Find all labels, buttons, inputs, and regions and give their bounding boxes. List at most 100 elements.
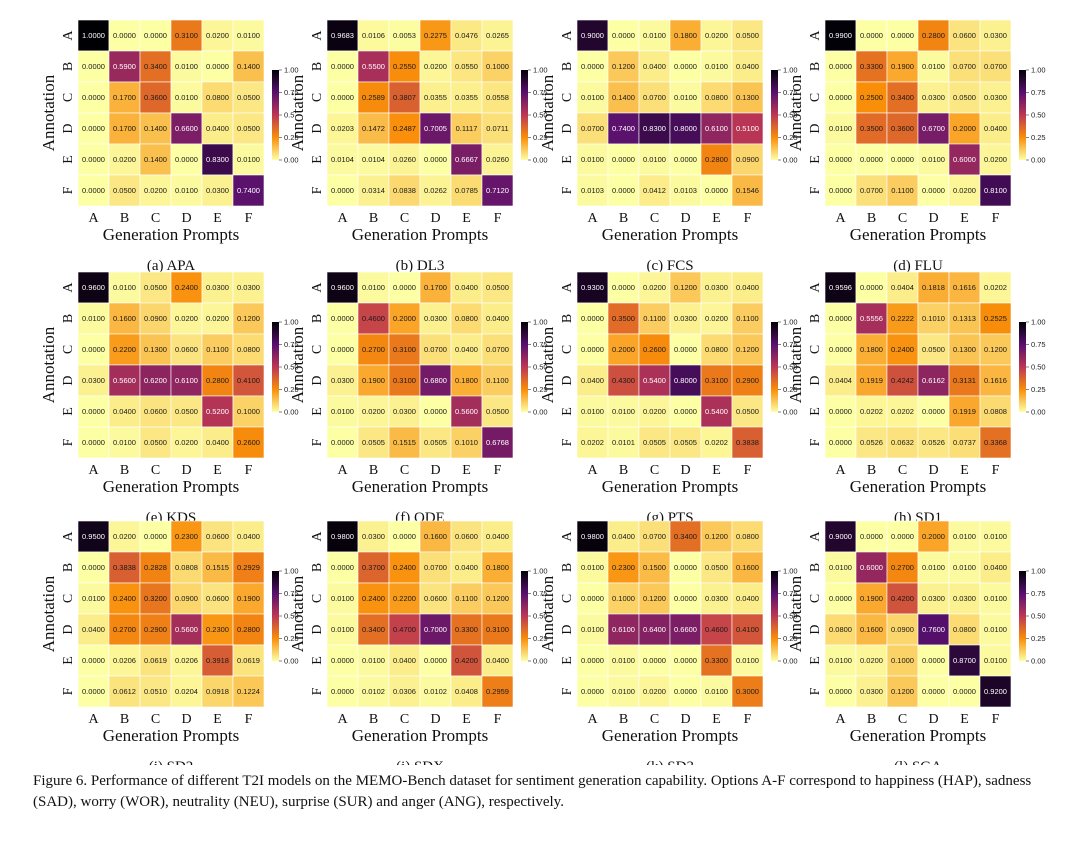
x-axis-title: Generation Prompts (850, 477, 986, 496)
cell-value-label: 0.3300 (860, 62, 883, 71)
heatmap-panel: 0.9800 0.0400 0.0700 0.3400 0.1200 0.0800 0.01… (538, 520, 798, 765)
heatmap-cell (77, 302, 110, 335)
heatmap-cell (108, 333, 141, 366)
heatmap-cell (979, 551, 1012, 584)
cell-value-label: 0.0000 (581, 656, 604, 665)
heatmap-cell (139, 613, 172, 646)
cell-value-label: 0.0800 (455, 314, 478, 323)
cell-value-label: 0.0000 (175, 155, 198, 164)
cell-value-label: 0.0000 (393, 532, 416, 541)
cell-value-label: 0.0103 (674, 186, 697, 195)
heatmap-cell (481, 50, 514, 83)
cell-value-label: 0.1300 (144, 345, 167, 354)
heatmap-cell (917, 426, 950, 459)
cell-value-label: 0.8300 (643, 124, 666, 133)
heatmap-cell (917, 174, 950, 207)
cell-value-label: 0.0000 (82, 687, 105, 696)
figure: 1.0000 0.0000 0.0000 0.3100 0.0200 0.0100 0.00… (39, 19, 1046, 765)
heatmap-cell (388, 520, 421, 553)
cell-value-label: 0.0711 (486, 124, 508, 133)
cell-value-label: 0.0100 (953, 532, 976, 541)
heatmap-cell (669, 364, 702, 397)
colorbar (521, 571, 528, 661)
heatmap-cell (886, 81, 919, 114)
colorbar-tick-label: 0.5 (284, 111, 294, 120)
heatmap-cell (669, 50, 702, 83)
colorbar (1019, 571, 1026, 661)
heatmap-cell (979, 143, 1012, 176)
heatmap-cell (638, 19, 671, 52)
heatmap-cell (108, 551, 141, 584)
cell-value-label: 0.1100 (643, 314, 665, 323)
cell-value-label: 0.2200 (393, 594, 416, 603)
cell-value-label: 0.0300 (674, 314, 697, 323)
heatmap-cell (170, 364, 203, 397)
heatmap-cell (232, 426, 265, 459)
colorbar-tick-label: 1.00 (1031, 66, 1046, 75)
cell-value-label: 0.0510 (144, 687, 167, 696)
cell-value-label: 0.9300 (581, 283, 604, 292)
cell-value-label: 0.0000 (674, 407, 697, 416)
heatmap-cell (232, 520, 265, 553)
heatmap-cell (77, 19, 110, 52)
cell-value-label: 0.3100 (393, 345, 416, 354)
colorbar-tick-label: 1.00 (533, 567, 548, 576)
cell-value-label: 0.5400 (705, 407, 728, 416)
cell-value-label: 0.5556 (860, 314, 883, 323)
cell-value-label: 0.0000 (860, 31, 883, 40)
y-axis-title: Annotation (288, 326, 307, 403)
cell-value-label: 0.1400 (612, 93, 635, 102)
heatmap-cell (979, 302, 1012, 335)
heatmap-panel: 0.9000 0.0000 0.0100 0.1800 0.0200 0.0500 0.00… (538, 19, 798, 274)
cell-value-label: 0.0800 (705, 345, 728, 354)
cell-value-label: 0.0053 (393, 31, 416, 40)
x-tick-label: A (337, 463, 348, 478)
y-tick-label: C (808, 345, 823, 354)
heatmap-cell (481, 613, 514, 646)
cell-value-label: 0.0000 (829, 186, 852, 195)
heatmap-cell (450, 675, 483, 708)
cell-value-label: 0.0100 (581, 93, 604, 102)
cell-value-label: 0.0000 (82, 186, 105, 195)
y-axis-title: Annotation (538, 74, 557, 151)
heatmap-cell (979, 112, 1012, 145)
y-tick-label: A (560, 282, 575, 293)
heatmap-cell (326, 395, 359, 428)
heatmap-cell (357, 644, 390, 677)
cell-value-label: 0.2800 (237, 625, 260, 634)
cell-value-label: 0.6667 (455, 155, 478, 164)
heatmap-cell (170, 50, 203, 83)
x-tick-label: C (650, 463, 659, 478)
heatmap-cell (139, 520, 172, 553)
heatmap-panel: 0.9600 0.0100 0.0000 0.1700 0.0400 0.0500 0.00… (288, 271, 548, 526)
y-tick-label: F (560, 687, 575, 695)
heatmap-cell (669, 81, 702, 114)
x-axis-title: Generation Prompts (352, 726, 488, 745)
cell-value-label: 0.0200 (953, 186, 976, 195)
colorbar-tick-label: 0.50 (783, 111, 798, 120)
cell-value-label: 0.3500 (860, 124, 883, 133)
cell-value-label: 0.2000 (922, 532, 945, 541)
x-tick-label: E (213, 463, 222, 478)
heatmap-cell (450, 395, 483, 428)
heatmap-cell (481, 333, 514, 366)
heatmap-cell (886, 19, 919, 52)
heatmap-cell (948, 174, 981, 207)
figure-caption: Figure 6. Performance of different T2I m… (33, 773, 1032, 810)
cell-value-label: 0.0200 (705, 31, 728, 40)
cell-value-label: 0.0204 (175, 687, 198, 696)
heatmap-cell (170, 302, 203, 335)
colorbar-tick-label: 0.00 (783, 156, 798, 165)
cell-value-label: 0.2600 (237, 438, 260, 447)
heatmap-cell (669, 675, 702, 708)
heatmap-cell (855, 143, 888, 176)
x-tick-label: D (430, 463, 440, 478)
heatmap-cell (886, 395, 919, 428)
cell-value-label: 0.3300 (705, 656, 728, 665)
colorbar (1019, 322, 1026, 412)
cell-value-label: 0.0500 (144, 438, 167, 447)
cell-value-label: 0.0808 (984, 407, 1007, 416)
heatmap-cell (450, 50, 483, 83)
cell-value-label: 0.0100 (829, 656, 852, 665)
cell-value-label: 0.0100 (175, 62, 198, 71)
